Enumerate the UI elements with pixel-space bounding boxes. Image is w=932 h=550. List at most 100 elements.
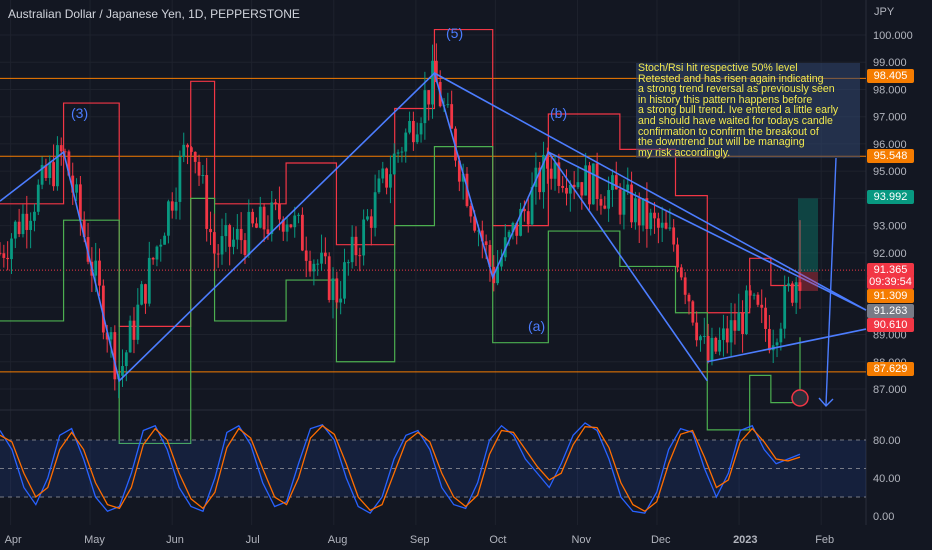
candle-body (477, 230, 480, 232)
candle-body (335, 278, 339, 303)
currency-label: JPY (874, 6, 895, 18)
x-tick-label: Sep (410, 534, 430, 546)
candle-body (82, 219, 86, 238)
candle-body (595, 163, 599, 200)
price-badge: 90.610 (867, 318, 914, 332)
candle-body (48, 162, 52, 179)
price-badge: 93.992 (867, 190, 914, 204)
candle-body (434, 60, 438, 82)
y-tick-label: 95.000 (873, 166, 907, 178)
candle-body (745, 290, 748, 335)
candle-body (725, 328, 729, 343)
wave-label: (b) (550, 105, 568, 121)
candle-body (189, 147, 193, 152)
candle-body (572, 184, 576, 188)
candle-body (542, 154, 545, 193)
x-tick-label: Jul (246, 534, 260, 546)
position-profit-zone (798, 198, 818, 272)
candle-body (56, 145, 59, 187)
candle-body (289, 224, 293, 228)
x-tick-label: Feb (815, 534, 834, 546)
candle-body (607, 190, 611, 209)
candle-body (415, 134, 419, 143)
note-line: Retested and has risen again indicating (638, 72, 824, 85)
candle-body (419, 123, 423, 135)
candle-body (151, 257, 155, 260)
candle-body (170, 201, 174, 211)
candle-body (457, 160, 461, 182)
candle-body (618, 189, 622, 215)
candle-body (469, 205, 473, 217)
candle-body (484, 241, 488, 245)
candle-body (201, 175, 205, 177)
candle-body (300, 214, 304, 251)
candle-body (178, 156, 182, 202)
candle-body (339, 298, 343, 303)
x-tick-label: Nov (571, 534, 591, 546)
candle-body (247, 211, 251, 256)
candle-body (591, 163, 595, 205)
candle-body (722, 328, 725, 340)
candle-body (668, 227, 672, 229)
candle-body (626, 184, 630, 191)
price-badge: 95.548 (867, 149, 914, 163)
oscillator-tick-label: 0.00 (873, 511, 894, 523)
flag-icon (791, 389, 809, 407)
candle-body (239, 228, 243, 241)
candle-body (461, 173, 465, 182)
candle-body (0, 252, 2, 254)
candle-body (603, 205, 607, 209)
y-tick-label: 92.000 (873, 248, 907, 260)
note-line: my risk accordingly. (638, 146, 731, 159)
candle-body (285, 224, 289, 232)
y-tick-label: 89.000 (873, 330, 907, 342)
candle-body (205, 175, 209, 229)
note-line: in history this pattern happens before (638, 93, 813, 106)
candle-body (714, 337, 718, 352)
candle-body (718, 339, 722, 352)
candle-body (568, 184, 572, 194)
wave-label: (5) (446, 25, 464, 41)
candle-body (105, 332, 109, 340)
candle-body (767, 328, 771, 351)
candle-body (350, 236, 354, 263)
candle-body (760, 304, 764, 308)
candle-body (228, 225, 232, 247)
candle-body (637, 198, 641, 226)
candle-body (243, 240, 247, 256)
candle-body (109, 332, 113, 340)
candle-body (297, 214, 300, 216)
candle-body (695, 322, 699, 341)
candle-body (756, 294, 760, 305)
candle-body (278, 203, 281, 220)
candle-body (44, 164, 48, 179)
wave-label: (3) (71, 105, 89, 121)
candle-body (113, 332, 117, 380)
candle-body (6, 257, 10, 260)
candle-body (59, 145, 63, 152)
candle-body (775, 342, 779, 346)
candle-body (427, 90, 431, 105)
candle-body (408, 120, 411, 133)
candle-body (369, 216, 373, 228)
candle-body (358, 255, 362, 257)
candle-body (323, 252, 327, 257)
note-line: a strong trend reversal as previously se… (638, 83, 835, 96)
candle-body (737, 312, 741, 331)
candle-body (25, 213, 29, 230)
annotation-note[interactable]: Stoch/Rsi hit respective 50% level Retes… (636, 63, 860, 158)
candle-body (262, 206, 266, 230)
candle-body (534, 167, 538, 187)
countdown-badge: 09:39:54 (867, 275, 914, 289)
candle-body (212, 232, 216, 254)
trailing-stop-low (0, 146, 801, 445)
candle-body (29, 220, 33, 230)
candle-body (389, 174, 392, 188)
candle-body (526, 211, 530, 225)
note-line: confirmation to confirm the breakout of (638, 125, 819, 138)
candle-body (346, 262, 350, 264)
candle-body (377, 178, 381, 193)
x-tick-label: 2023 (733, 534, 757, 546)
